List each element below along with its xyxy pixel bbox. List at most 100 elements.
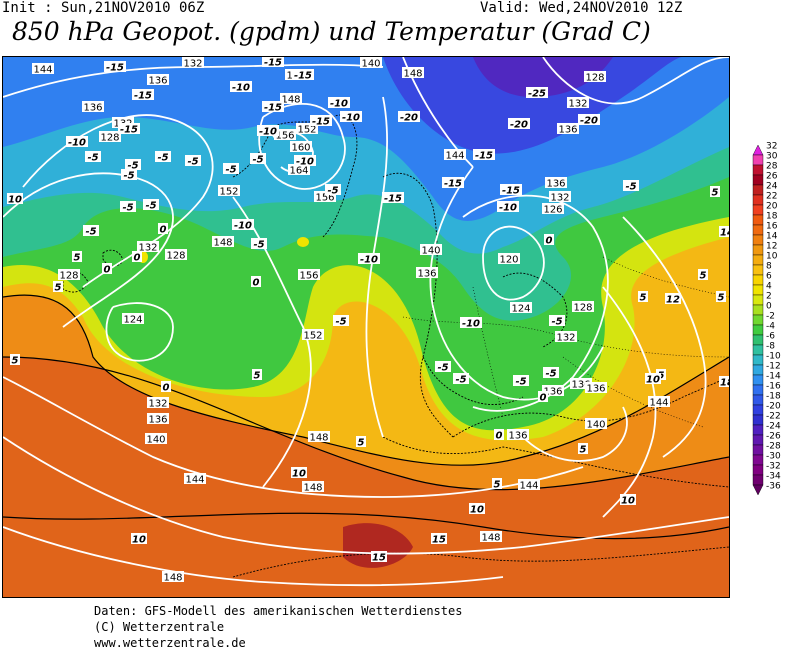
temperature-legend: 32 30 28 26 24 22 20 18 16 14 12 10 8 6 4 2 0 -2 -4 -6 -8 -10…: [752, 140, 790, 510]
geopotential-label: 136: [416, 267, 438, 280]
temperature-label: 5: [710, 186, 720, 199]
temperature-label: -5: [435, 361, 451, 374]
legend-swatch: [752, 314, 764, 326]
legend-swatch: [752, 354, 764, 366]
legend-swatch: [752, 214, 764, 226]
legend-swatch: [752, 174, 764, 186]
valid-time-label: Valid: Wed,24NOV2010 12Z: [480, 0, 683, 16]
legend-swatch: [752, 294, 764, 306]
svg-text:140: 140: [586, 420, 605, 431]
temperature-label: 0: [251, 276, 261, 289]
svg-text:148: 148: [403, 69, 422, 80]
legend-swatch: [752, 384, 764, 396]
svg-text:-5: -5: [515, 377, 526, 388]
svg-text:-10: -10: [499, 203, 517, 214]
svg-text:5: 5: [358, 438, 365, 449]
temperature-label: -15: [262, 57, 284, 69]
legend-swatch: [752, 224, 764, 236]
geopotential-label: 148: [302, 481, 324, 494]
temperature-label: 14: [719, 226, 729, 239]
svg-text:-10: -10: [296, 157, 314, 168]
temperature-labels: -15 -15-15-10-15 -10-10-15 -10-15-15-10-5-5…: [7, 57, 729, 564]
svg-text:-15: -15: [475, 151, 493, 162]
svg-text:-10: -10: [360, 255, 378, 266]
footer-copyright: (C) Wetterzentrale: [94, 620, 225, 634]
geopotential-label: 136: [507, 429, 529, 442]
svg-text:-20: -20: [400, 113, 418, 124]
geopotential-label: 160: [290, 141, 312, 154]
legend-label: -36: [766, 482, 781, 492]
svg-text:5: 5: [12, 356, 19, 367]
svg-text:136: 136: [508, 431, 527, 442]
legend-label: -18: [766, 392, 781, 402]
legend-swatch: [752, 414, 764, 426]
footer-website: www.wetterzentrale.de: [94, 636, 246, 650]
temperature-label: -5: [623, 180, 639, 193]
svg-text:-20: -20: [510, 120, 528, 131]
legend-swatch: [752, 254, 764, 266]
svg-text:-20: -20: [580, 116, 598, 127]
geopotential-label: 144: [648, 396, 670, 409]
svg-text:-5: -5: [455, 375, 466, 386]
temperature-label: 0: [538, 391, 548, 404]
svg-text:-5: -5: [122, 203, 133, 214]
geopotential-label: 148: [162, 571, 184, 584]
legend-label: 20: [766, 202, 778, 212]
temperature-label: 10: [131, 533, 147, 546]
temperature-label: -10: [230, 81, 252, 94]
svg-text:140: 140: [361, 59, 380, 70]
svg-text:18: 18: [720, 378, 729, 389]
temperature-label: 5: [252, 369, 262, 382]
svg-text:140: 140: [146, 435, 165, 446]
legend-label: 22: [766, 192, 777, 202]
legend-label: 18: [766, 212, 778, 222]
legend-swatch: [752, 144, 764, 156]
svg-text:-5: -5: [157, 153, 168, 164]
geopotential-label: 128: [584, 71, 606, 84]
map-title: 850 hPa Geopot. (gpdm) und Temperatur (G…: [12, 17, 651, 46]
legend-label: 0: [766, 302, 772, 312]
geopotential-label: 144: [184, 473, 206, 486]
legend-label: 12: [766, 242, 777, 252]
svg-text:152: 152: [303, 331, 322, 342]
svg-text:132: 132: [568, 99, 587, 110]
geopotential-label: 140: [360, 57, 382, 70]
svg-text:-15: -15: [312, 117, 330, 128]
temperature-label: 10: [7, 193, 23, 206]
temperature-label: 15: [371, 551, 387, 564]
svg-text:-10: -10: [462, 319, 480, 330]
temperature-label: -5: [155, 151, 171, 164]
geopotential-label: 148: [308, 431, 330, 444]
legend-label: 28: [766, 162, 778, 172]
legend-label: -20: [766, 402, 781, 412]
svg-text:-10: -10: [342, 113, 360, 124]
svg-text:0: 0: [546, 236, 553, 247]
legend-label: 16: [766, 222, 778, 232]
svg-text:10: 10: [292, 469, 306, 480]
geopotential-label: 144: [32, 63, 54, 76]
temperature-label: 5: [10, 354, 20, 367]
temperature-label: -20: [398, 111, 420, 124]
svg-text:124: 124: [511, 304, 530, 315]
temperature-label: -15: [262, 101, 284, 114]
svg-text:132: 132: [550, 193, 569, 204]
temperature-label: -20: [508, 118, 530, 131]
svg-text:-5: -5: [187, 157, 198, 168]
svg-text:148: 148: [303, 483, 322, 494]
svg-text:132: 132: [556, 333, 575, 344]
legend-swatch: [752, 464, 764, 476]
temperature-label: 12: [665, 293, 681, 306]
temperature-label: 0: [494, 429, 504, 442]
geopotential-label: 156: [274, 129, 296, 142]
temperature-label: -15: [442, 177, 464, 190]
legend-label: -24: [766, 422, 781, 432]
svg-text:-5: -5: [127, 161, 138, 172]
svg-text:-10: -10: [234, 221, 252, 232]
svg-text:-5: -5: [87, 153, 98, 164]
legend-label: 24: [766, 182, 778, 192]
svg-text:132: 132: [183, 59, 202, 70]
svg-text:12: 12: [666, 295, 680, 306]
svg-text:5: 5: [580, 445, 587, 456]
legend-swatch: [752, 304, 764, 316]
temperature-label: -15: [382, 192, 404, 205]
